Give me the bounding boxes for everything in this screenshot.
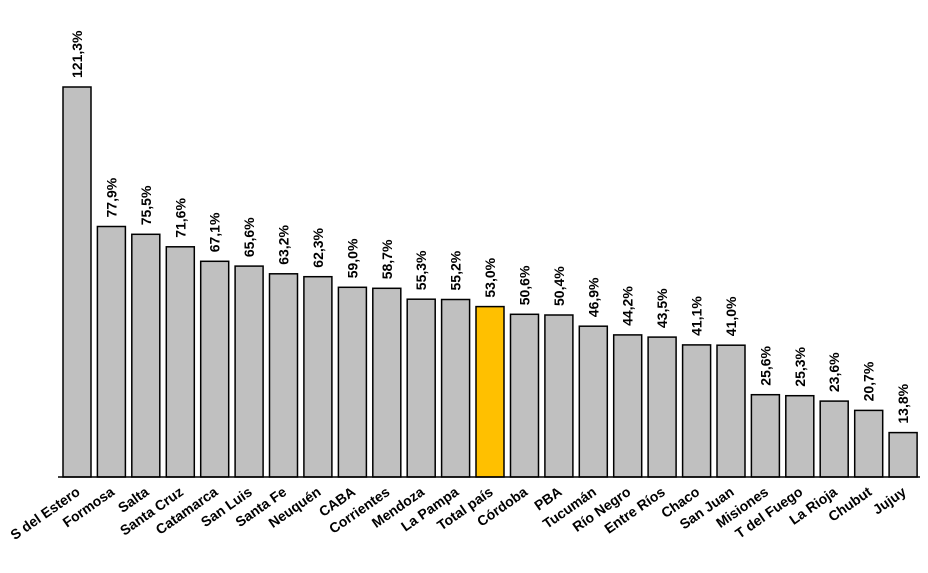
value-label-8: 59,0% (344, 238, 360, 278)
bar-13 (509, 313, 540, 478)
value-label-21: 25,3% (792, 346, 808, 386)
bar-23 (853, 409, 884, 478)
bar-21 (785, 394, 815, 478)
bar-16 (612, 334, 643, 478)
bar-9 (372, 287, 402, 478)
value-label-4: 67,1% (207, 212, 223, 252)
value-label-2: 75,5% (138, 185, 154, 225)
bar-10 (406, 298, 436, 478)
bar-17 (647, 336, 677, 478)
bar-0 (62, 86, 92, 478)
bar-18 (681, 344, 712, 478)
bar-19 (716, 344, 746, 478)
value-label-5: 65,6% (241, 217, 257, 257)
bars-group (62, 86, 918, 478)
bar-8 (337, 286, 368, 478)
bar-2 (131, 233, 161, 478)
bar-4 (199, 260, 230, 478)
value-label-16: 44,2% (620, 286, 636, 326)
category-label-24: Jujuy (870, 483, 909, 517)
value-label-0: 121,3% (69, 30, 85, 78)
value-label-7: 62,3% (310, 227, 326, 267)
value-label-10: 55,3% (413, 250, 429, 290)
value-label-15: 46,9% (585, 277, 601, 317)
bar-24 (888, 431, 918, 478)
value-label-9: 58,7% (379, 239, 395, 279)
value-label-18: 41,1% (689, 296, 705, 336)
value-label-23: 20,7% (861, 361, 877, 401)
bar-6 (268, 273, 299, 478)
value-label-24: 13,8% (895, 383, 911, 423)
value-label-14: 50,4% (551, 266, 567, 306)
bar-11 (440, 298, 471, 478)
bar-22 (819, 400, 849, 478)
bar-12 (475, 305, 505, 478)
bar-1 (96, 225, 127, 478)
bar-20 (750, 393, 781, 478)
bar-3 (165, 246, 196, 478)
value-label-22: 23,6% (826, 352, 842, 392)
value-label-13: 50,6% (517, 265, 533, 305)
bar-15 (578, 325, 609, 478)
value-label-3: 71,6% (172, 198, 188, 238)
value-label-6: 63,2% (276, 225, 292, 265)
value-label-17: 43,5% (654, 288, 670, 328)
value-labels-group: 121,3% 77,9% 75,5% 71,6% 67,1% 65,6% 63,2% 62,3… (69, 30, 911, 424)
value-label-1: 77,9% (103, 177, 119, 217)
bar-7 (303, 275, 333, 478)
bar-5 (234, 265, 264, 478)
value-label-20: 25,6% (757, 345, 773, 385)
bar-14 (544, 314, 574, 478)
value-label-11: 55,2% (448, 250, 464, 290)
value-label-19: 41,0% (723, 296, 739, 336)
value-label-12: 53,0% (482, 257, 498, 297)
